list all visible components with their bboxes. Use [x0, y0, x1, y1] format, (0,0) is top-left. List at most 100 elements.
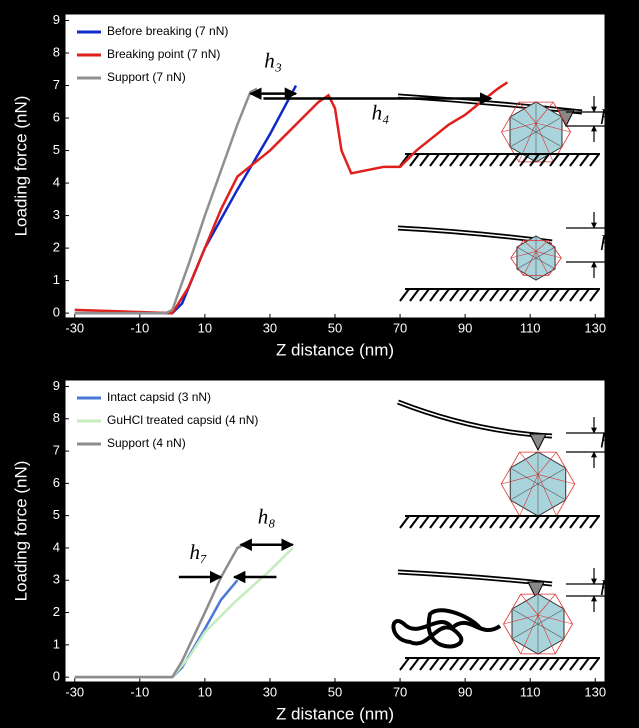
y-tick-label: 5	[53, 142, 60, 157]
hatch	[569, 657, 580, 671]
capsid-edge	[519, 451, 539, 475]
hatch	[449, 288, 460, 302]
y-tick-label: 0	[53, 669, 60, 684]
legend-label: Support (7 nN)	[107, 70, 186, 84]
hatch	[529, 153, 540, 167]
hatch	[529, 515, 540, 529]
y-tick-label: 8	[53, 410, 60, 425]
plot-area	[64, 13, 606, 319]
hatch	[539, 515, 550, 529]
hatch	[529, 657, 540, 671]
hatch	[539, 288, 550, 302]
hatch	[549, 515, 560, 529]
capsid-edge	[535, 251, 562, 259]
hatch	[569, 288, 580, 302]
capsid-edge	[509, 116, 563, 148]
hatch	[399, 515, 410, 529]
y-tick-label: 0	[53, 305, 60, 320]
y-tick-label: 6	[53, 109, 60, 124]
y-tick-label: 5	[53, 507, 60, 522]
hatch	[539, 657, 550, 671]
hatch	[449, 515, 460, 529]
hatch	[529, 288, 540, 302]
legend-label: Support (4 nN)	[107, 436, 186, 450]
x-axis-title: Z distance (nm)	[276, 340, 394, 359]
capsid-edge	[520, 614, 539, 654]
capsid-edge	[503, 614, 539, 625]
y-tick-label: 9	[53, 12, 60, 27]
hatch	[479, 288, 490, 302]
hatch	[519, 153, 530, 167]
hatch	[419, 153, 430, 167]
y-tick-label: 6	[53, 475, 60, 490]
hatch	[549, 657, 560, 671]
x-tick-label: -30	[65, 684, 84, 699]
capsid-edge	[510, 467, 566, 501]
hatch	[589, 288, 600, 302]
hatch	[479, 515, 490, 529]
capsid-edge	[519, 474, 539, 516]
y-tick-label: 3	[53, 207, 60, 222]
y-tick-label: 7	[53, 77, 60, 92]
hatch	[579, 515, 590, 529]
cord	[391, 608, 502, 649]
series-line	[74, 87, 258, 315]
x-tick-label: -30	[65, 320, 84, 335]
capsid-edge	[523, 240, 537, 252]
x-tick-label: 30	[263, 684, 277, 699]
hatch	[519, 515, 530, 529]
x-tick-label: 90	[458, 684, 472, 699]
y-tick-label: 1	[53, 636, 60, 651]
hatch	[399, 288, 410, 302]
hatch	[469, 153, 480, 167]
capsid-edge	[537, 593, 556, 616]
x-tick-label: 130	[584, 684, 606, 699]
capsid-edge	[501, 474, 539, 485]
capsid-edge	[537, 614, 573, 625]
y-axis-title: Loading force (nN)	[11, 461, 30, 602]
hatch	[449, 153, 460, 167]
capsid-edge	[518, 101, 537, 124]
hatch	[419, 657, 430, 671]
hatch	[429, 288, 440, 302]
hatch	[509, 288, 520, 302]
x-tick-label: 50	[328, 320, 342, 335]
hatch	[549, 153, 560, 167]
hatch	[539, 153, 550, 167]
capsid-edge	[501, 122, 537, 133]
hatch	[489, 288, 500, 302]
x-tick-label: 130	[584, 320, 606, 335]
capsid-edge	[535, 251, 549, 276]
legend-label: Intact capsid (3 nN)	[107, 390, 211, 404]
capsid-edge	[518, 122, 537, 162]
hatch	[489, 515, 500, 529]
capsid-edge	[535, 122, 554, 162]
hatch	[509, 515, 520, 529]
hatch	[569, 515, 580, 529]
capsid-edge	[537, 474, 575, 485]
capsid-edge	[537, 614, 556, 654]
x-tick-label: 70	[393, 684, 407, 699]
hatch	[589, 515, 600, 529]
x-tick-label: 70	[393, 320, 407, 335]
x-tick-label: -10	[130, 684, 149, 699]
hatch	[559, 153, 570, 167]
x-tick-label: 10	[198, 320, 212, 335]
h-label: h₃	[264, 49, 282, 73]
h-label: h₄	[600, 231, 618, 255]
hatch	[499, 153, 510, 167]
x-axis-title: Z distance (nm)	[276, 704, 394, 723]
hatch	[419, 288, 430, 302]
y-tick-label: 9	[53, 378, 60, 393]
hatch	[489, 657, 500, 671]
hatch	[409, 153, 420, 167]
y-tick-label: 4	[53, 539, 60, 554]
y-tick-label: 8	[53, 44, 60, 59]
hatch	[579, 657, 590, 671]
hatch	[559, 288, 570, 302]
capsid-edge	[511, 608, 565, 640]
tip	[529, 433, 547, 452]
capsid-edge	[537, 451, 557, 475]
legend-label: Breaking point (7 nN)	[107, 47, 220, 61]
hatch	[519, 288, 530, 302]
